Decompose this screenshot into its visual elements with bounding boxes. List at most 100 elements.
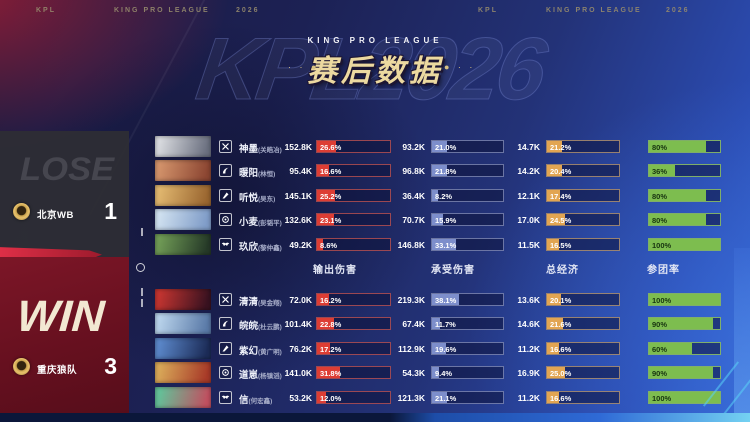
deco-dash <box>141 228 143 236</box>
bar-fill <box>432 343 446 354</box>
economy-value: 14.7K <box>517 142 540 152</box>
team-panel-win: WIN 重庆狼队 3 <box>0 257 129 422</box>
damage-taken-pct: 8.2% <box>435 192 453 201</box>
player-name: 暖阳(林恒) <box>239 165 275 179</box>
participation-bar: 80% <box>648 189 721 202</box>
player-nickname: 听悦 <box>239 193 259 204</box>
output-damage-value: 141.0K <box>284 368 312 378</box>
player-row: 暖阳(林恒) 95.4K 16.6% 96.8K 21.8% 14.2K 20.… <box>155 160 730 181</box>
subtitle-king-pro-league: KING PRO LEAGUE <box>307 36 443 45</box>
player-row: 听悦(吴东) 145.1K 25.2% 36.4K 8.2% 12.1K 17.… <box>155 185 730 206</box>
player-realname: (林恒) <box>258 171 276 178</box>
player-row: 道崽(杨镇滔) 141.0K 31.8% 54.3K 9.4% 16.9K 25… <box>155 362 730 383</box>
bar-fill <box>547 190 560 201</box>
output-damage-value: 132.6K <box>284 215 312 225</box>
output-damage-pct: 23.1% <box>320 216 342 225</box>
lane-mid-icon <box>219 189 232 202</box>
economy-pct: 21.6% <box>550 320 572 329</box>
participation-pct: 90% <box>652 369 668 378</box>
title-dots-left: · · ● <box>288 62 320 72</box>
damage-taken-bar: 19.6% <box>431 342 504 355</box>
player-row: 神墨(关皓冶) 152.8K 26.6% 93.2K 21.0% 14.7K 2… <box>155 136 730 157</box>
damage-taken-bar: 11.7% <box>431 317 504 330</box>
output-damage-value: 49.2K <box>289 240 312 250</box>
lane-farm-icon <box>219 213 232 226</box>
team-score-win: 3 <box>104 353 117 379</box>
damage-taken-value: 121.3K <box>397 393 425 403</box>
player-realname: (黄广明) <box>258 349 282 356</box>
deco-dash <box>141 288 143 296</box>
player-name: 神墨(关皓冶) <box>239 141 282 155</box>
damage-taken-pct: 11.7% <box>435 320 456 329</box>
hero-avatar <box>155 185 211 206</box>
bar-fill <box>649 343 692 354</box>
bar-fill <box>432 141 447 152</box>
economy-pct: 17.4% <box>550 192 572 201</box>
player-nickname: 暖阳 <box>239 168 259 179</box>
participation-pct: 80% <box>652 216 668 225</box>
damage-taken-bar: 38.1% <box>431 293 504 306</box>
bar-fill <box>317 367 341 378</box>
output-damage-bar: 23.1% <box>316 213 391 226</box>
player-realname: (黎仲鑫) <box>258 245 282 252</box>
damage-taken-pct: 21.1% <box>435 394 457 403</box>
bar-fill <box>649 141 706 152</box>
damage-taken-bar: 9.4% <box>431 366 504 379</box>
bar-fill <box>547 214 565 225</box>
player-nickname: 皖皖 <box>239 321 259 332</box>
damage-taken-pct: 15.9% <box>435 216 457 225</box>
economy-bar: 24.5% <box>546 213 620 226</box>
participation-pct: 80% <box>652 192 668 201</box>
participation-bar: 100% <box>648 238 721 251</box>
output-damage-bar: 16.6% <box>316 164 391 177</box>
player-nickname: 小麦 <box>239 217 259 228</box>
hero-avatar <box>155 362 211 383</box>
participation-pct: 100% <box>652 241 672 250</box>
damage-taken-value: 112.9K <box>398 344 425 354</box>
bar-fill <box>317 392 326 403</box>
economy-bar: 21.6% <box>546 317 620 330</box>
player-nickname: 紫幻 <box>239 346 259 357</box>
hero-avatar <box>155 313 211 334</box>
bar-fill <box>432 294 460 305</box>
hero-avatar <box>155 136 211 157</box>
team-row-win: 重庆狼队 3 <box>13 353 121 380</box>
bar-fill <box>317 165 330 176</box>
hero-avatar <box>155 209 211 230</box>
output-damage-bar: 17.2% <box>316 342 391 355</box>
player-name: 小麦(彭韬平) <box>239 214 282 228</box>
economy-value: 11.2K <box>517 393 540 403</box>
hero-avatar <box>155 387 211 408</box>
participation-pct: 36% <box>652 167 668 176</box>
economy-pct: 20.4% <box>550 167 572 176</box>
bar-fill <box>547 141 563 152</box>
damage-taken-pct: 9.4% <box>435 369 453 378</box>
bar-fill <box>432 392 447 403</box>
lane-clash-icon <box>219 293 232 306</box>
player-name: 皖皖(杜云鹏) <box>239 318 282 332</box>
player-name: 清清(吴金翔) <box>239 294 282 308</box>
header-league-left: KING PRO LEAGUE <box>114 7 210 14</box>
player-realname: (关皓冶) <box>258 147 282 154</box>
bar-fill <box>317 294 329 305</box>
damage-taken-pct: 21.0% <box>435 143 457 152</box>
bar-fill <box>649 239 720 250</box>
deco-dash <box>141 299 143 307</box>
economy-bar: 16.6% <box>546 342 620 355</box>
participation-pct: 60% <box>652 345 668 354</box>
team-panel-lose: LOSE 北京WB 1 <box>0 131 129 257</box>
damage-taken-value: 219.3K <box>397 295 425 305</box>
bar-fill <box>649 392 720 403</box>
hero-avatar <box>155 234 211 255</box>
bar-fill <box>317 343 330 354</box>
economy-bar: 25.0% <box>546 366 620 379</box>
damage-taken-value: 70.7K <box>402 215 425 225</box>
economy-pct: 16.6% <box>550 345 572 354</box>
header-league-right: KING PRO LEAGUE <box>546 7 642 14</box>
economy-bar: 20.1% <box>546 293 620 306</box>
bar-fill <box>317 214 334 225</box>
output-damage-value: 76.2K <box>289 344 312 354</box>
economy-value: 17.0K <box>517 215 540 225</box>
damage-taken-value: 146.8K <box>397 240 425 250</box>
team-name-lose: 北京WB <box>37 210 74 221</box>
